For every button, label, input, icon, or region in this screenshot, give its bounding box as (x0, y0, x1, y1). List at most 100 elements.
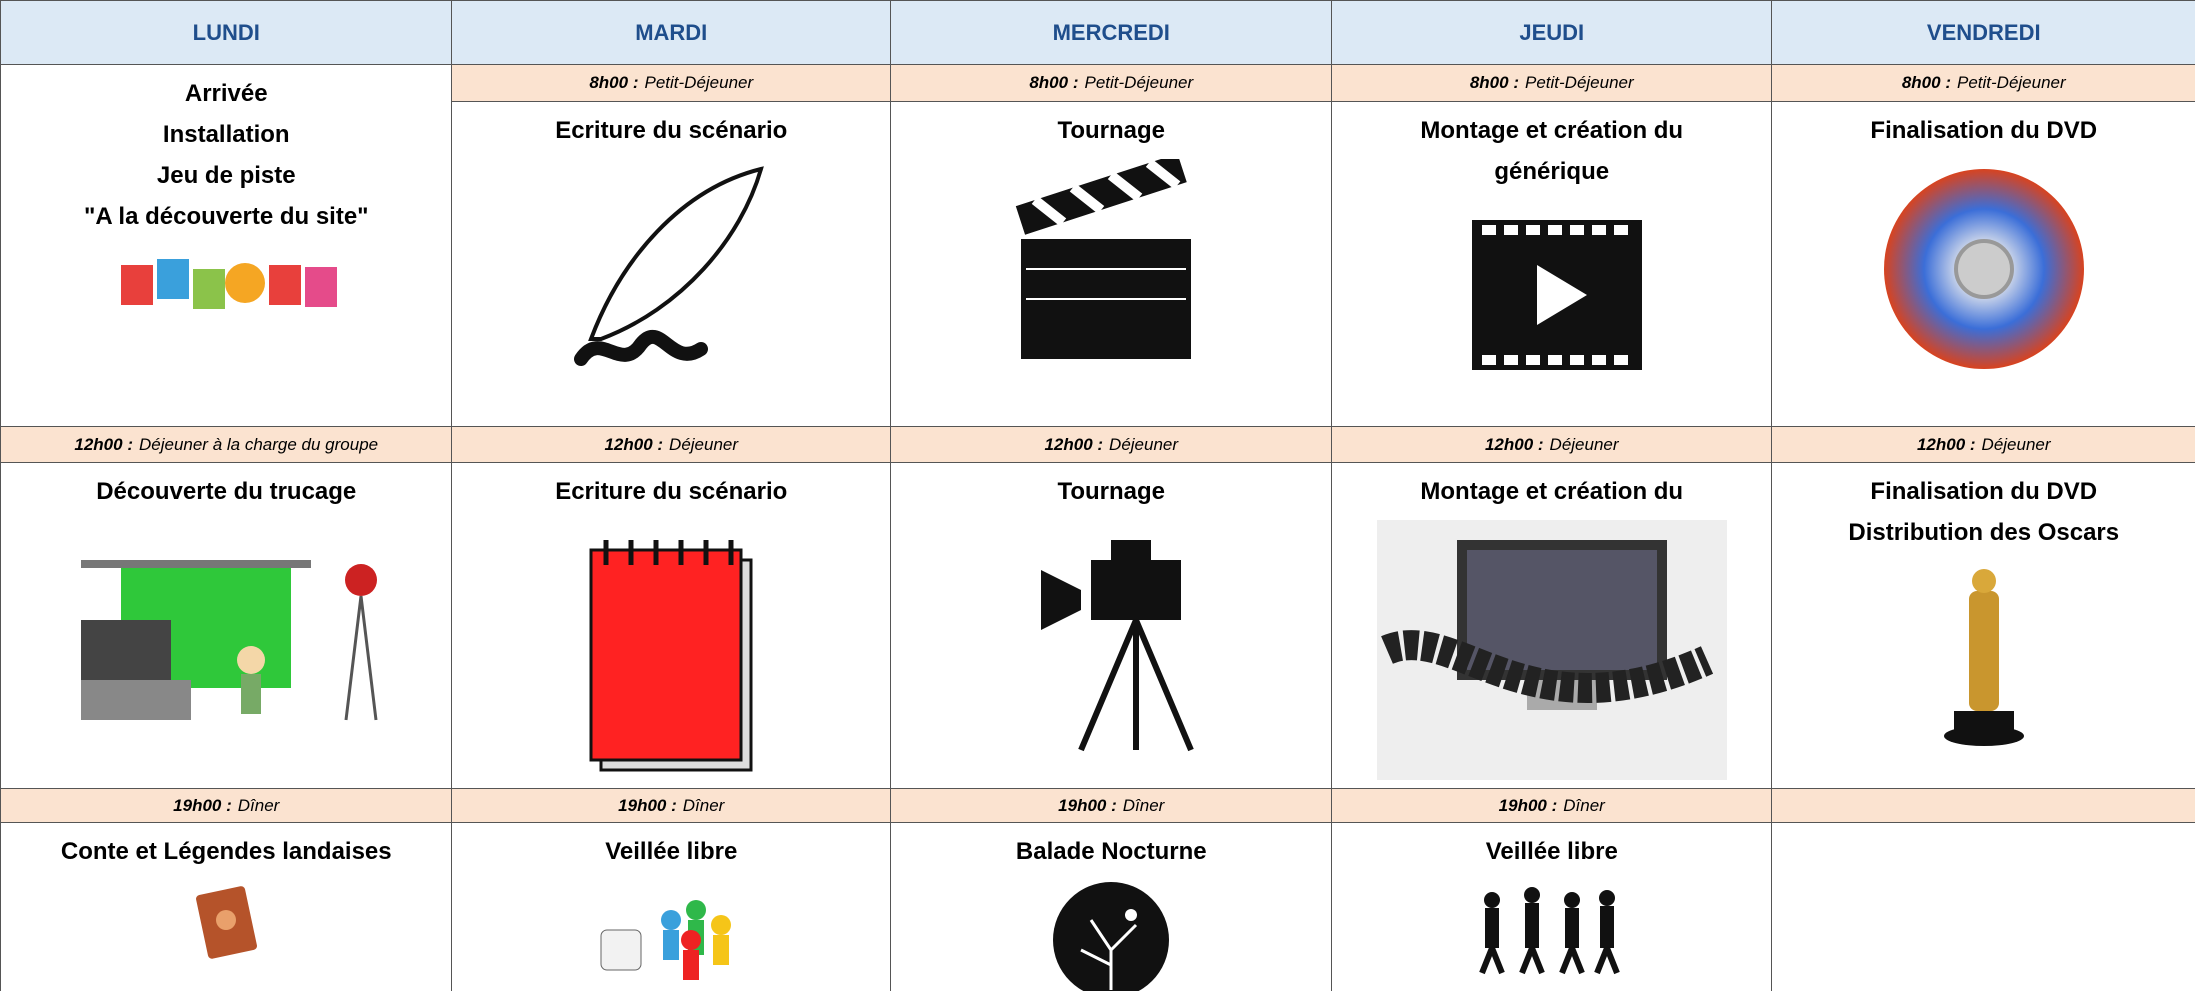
activity-afternoon: Ecriture du scénario (451, 462, 892, 790)
activity-evening (1771, 822, 2195, 991)
illustration (1053, 882, 1170, 991)
meal-label: Dîner (1563, 795, 1605, 815)
illustration-part (589, 548, 743, 762)
meal-label: Petit-Déjeuner (1956, 73, 2066, 93)
illustration (600, 900, 732, 980)
illustration-part (81, 620, 172, 680)
illustration-part (1466, 550, 1657, 670)
meal-label: Déjeuner (1109, 434, 1179, 454)
illustration-part (1080, 919, 1138, 990)
activity-morning: Ecriture du scénario (451, 101, 892, 428)
illustration-part (588, 166, 765, 341)
meal-lunch: 12h00 : Déjeuner (451, 426, 892, 464)
illustration-part (81, 680, 192, 720)
meal-label: Petit-Déjeuner (1084, 73, 1194, 93)
illustration-part (600, 929, 642, 971)
activity-morning: Finalisation du DVD (1771, 101, 2195, 428)
meal-time: 8h00 : (1469, 73, 1519, 93)
activity-evening: Conte et Légendes landaises (0, 822, 453, 991)
meal-label: Déjeuner (669, 434, 739, 454)
day-header: LUNDI (0, 0, 453, 66)
illustration-part (121, 265, 154, 305)
illustration-part (1599, 906, 1614, 948)
illustration-part (1026, 268, 1187, 300)
activity-afternoon: Découverte du trucage (0, 462, 453, 790)
illustration (1471, 220, 1642, 370)
meal-label: Déjeuner à la charge du groupe (138, 434, 379, 454)
meal-label: Petit-Déjeuner (1524, 73, 1634, 93)
illustration-part (1971, 569, 1996, 593)
meal-time: 8h00 : (1901, 73, 1951, 93)
activity-title: Ecriture du scénario (555, 117, 788, 144)
activity-title: Tournage (1057, 478, 1166, 505)
meal-label: Déjeuner (1549, 434, 1619, 454)
illustration-part (1524, 903, 1539, 948)
activity-title: Finalisation du DVD (1870, 478, 2098, 505)
activity-title: "A la découverte du site" (83, 203, 369, 230)
illustration-part (1536, 265, 1587, 325)
illustration-part (237, 646, 266, 674)
illustration-part (1031, 159, 1181, 227)
meal-time: 12h00 : (74, 434, 133, 454)
illustration-part (713, 935, 730, 965)
illustration-part (1078, 618, 1195, 752)
illustration-part (1478, 946, 1620, 975)
illustration-part (661, 910, 682, 930)
illustration-part (681, 930, 702, 950)
illustration-part (1564, 908, 1579, 948)
illustration-part (1125, 909, 1138, 921)
activity-afternoon: Tournage (890, 462, 1333, 790)
illustration (1016, 159, 1192, 359)
activity-title: Tournage (1057, 117, 1166, 144)
activity-evening: Veillée libre (1331, 822, 1773, 991)
illustration-part (574, 329, 709, 366)
meal-label: Dîner (682, 795, 725, 815)
meal-time: 8h00 : (1029, 73, 1079, 93)
illustration-part (1016, 159, 1187, 235)
illustration-part (216, 910, 237, 930)
illustration-part (157, 259, 190, 299)
activity-title: générique (1494, 158, 1610, 185)
illustration-part (663, 930, 680, 960)
illustration-part (1091, 560, 1182, 620)
illustration-part (305, 267, 338, 307)
meal-breakfast: 8h00 : Petit-Déjeuner (451, 64, 892, 103)
illustration-part (1563, 892, 1580, 908)
meal-time: 19h00 : (173, 795, 232, 815)
activity-evening: Veillée libre (451, 822, 892, 991)
meal-dinner (1771, 788, 2195, 824)
illustration-part (1523, 887, 1540, 903)
meal-breakfast: 8h00 : Petit-Déjeuner (890, 64, 1333, 103)
illustration-part (1598, 890, 1615, 906)
activity-title: Veillée libre (1485, 838, 1618, 865)
meal-dinner: 19h00 : Dîner (451, 788, 892, 824)
illustration-part (1484, 908, 1499, 948)
illustration-part (686, 900, 707, 920)
meal-time: 19h00 : (1058, 795, 1117, 815)
activity-title: Jeu de piste (156, 162, 296, 189)
illustration-part (1953, 239, 2014, 299)
meal-time: 19h00 : (618, 795, 677, 815)
activity-title: Veillée libre (605, 838, 738, 865)
day-header: MARDI (451, 0, 892, 66)
illustration-part (1481, 225, 1632, 365)
activity-title: Arrivée (184, 80, 268, 107)
meal-lunch: 12h00 : Déjeuner à la charge du groupe (0, 426, 453, 464)
illustration (589, 540, 753, 772)
day-header: VENDREDI (1771, 0, 2195, 66)
illustration-part (269, 265, 302, 305)
illustration-part (711, 915, 732, 935)
illustration-part (1041, 570, 1082, 630)
illustration (1041, 540, 1195, 752)
illustration (1943, 569, 2024, 746)
activity-morning: Montage et création du générique (1331, 101, 1773, 428)
activity-title: Ecriture du scénario (555, 478, 788, 505)
activity-title: Finalisation du DVD (1870, 117, 2098, 144)
meal-time: 8h00 : (589, 73, 639, 93)
illustration (196, 886, 258, 959)
meal-label: Dîner (237, 795, 280, 815)
meal-label: Dîner (1122, 795, 1165, 815)
meal-dinner: 19h00 : Dîner (1331, 788, 1773, 824)
meal-time: 12h00 : (604, 434, 664, 454)
meal-lunch: 12h00 : Déjeuner (1331, 426, 1773, 464)
